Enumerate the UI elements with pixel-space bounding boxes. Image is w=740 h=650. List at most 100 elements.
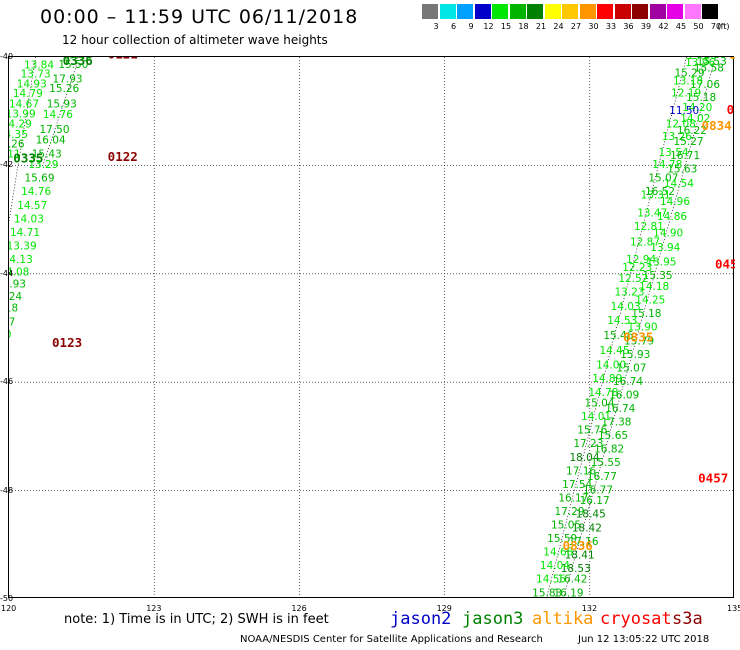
- swh-value-3-21: 17.38: [601, 417, 631, 429]
- swh-value-2-24: 14.96: [660, 196, 690, 208]
- edge-partial-label-0: 08: [729, 57, 735, 62]
- lat-label-3: -46: [0, 377, 14, 387]
- pass-time-label-6: 0835: [623, 330, 653, 345]
- lon-label-0: 120: [1, 604, 17, 613]
- legend-altika: altika: [532, 609, 594, 629]
- swh-value-4-6: 14.68: [543, 547, 573, 559]
- scale-swatch-16: [702, 4, 718, 19]
- swh-value-4-10: 14.55: [536, 574, 566, 586]
- scale-label-10: 33: [605, 22, 617, 31]
- pass-time-label-8: 045: [715, 256, 735, 271]
- scale-label-6: 21: [535, 22, 547, 31]
- scale-label-8: 27: [570, 22, 582, 31]
- pass-time-label-0: 0121: [108, 57, 138, 62]
- swh-value-0-15: 15.26: [9, 139, 25, 151]
- swh-value-2-4: 15.29: [674, 68, 704, 80]
- swh-value-0-2: 15.50: [58, 59, 88, 71]
- swh-value-3-14: 14.89: [592, 373, 622, 385]
- scale-label-13: 42: [658, 22, 669, 31]
- swh-value-2-32: 13.95: [646, 257, 676, 269]
- scale-label-1: 6: [450, 22, 457, 31]
- scale-label-15: 50: [693, 22, 704, 31]
- scale-swatch-12: [632, 4, 648, 19]
- swh-value-2-27: 12.81: [634, 221, 664, 233]
- scale-swatch-1: [439, 4, 456, 19]
- swh-value-3-24: 17.23: [573, 438, 603, 450]
- pass-time-label-3: 0122: [108, 149, 138, 164]
- swh-value-1-3: 14.57: [17, 200, 47, 212]
- swh-value-1-0: 13.29: [28, 159, 58, 171]
- swh-value-1-2: 14.76: [21, 186, 51, 198]
- swh-value-3-22: 15.76: [577, 425, 607, 437]
- swh-value-3-18: 15.04: [584, 398, 614, 410]
- swath-guide-2: [545, 57, 687, 599]
- pass-time-label-9: 0457: [698, 470, 728, 485]
- swh-value-3-19: 16.74: [605, 403, 635, 415]
- scale-label-2: 9: [468, 22, 474, 31]
- scale-label-3: 12: [483, 22, 494, 31]
- swh-value-0-16: 16.04: [36, 135, 66, 147]
- swh-value-2-20: 15.07: [648, 173, 678, 185]
- chart-subtitle: 12 hour collection of altimeter wave hei…: [62, 33, 328, 47]
- swh-value-2-14: 13.26: [662, 131, 692, 143]
- swh-value-0-5: 14.93: [17, 78, 47, 90]
- swh-value-3-8: 15.46: [603, 330, 633, 342]
- swh-value-2-3: 15.58: [694, 63, 724, 75]
- scale-swatch-14: [667, 4, 683, 19]
- swh-value-2-28: 14.90: [653, 227, 683, 239]
- swh-value-0-11: 14.76: [43, 109, 73, 121]
- swh-value-3-28: 17.16: [566, 465, 596, 477]
- swh-value-0-6: 15.26: [49, 83, 79, 95]
- swh-value-3-11: 15.93: [620, 349, 650, 361]
- lat-label-1: -42: [0, 160, 14, 170]
- swh-value-2-21: 14.54: [664, 178, 694, 190]
- lon-label-4: 132: [581, 604, 598, 613]
- swh-value-0-0: 13.84: [24, 59, 54, 71]
- pass-time-label-4: 0123: [52, 335, 82, 350]
- chart-title: 00:00 – 11:59 UTC 06/11/2018: [40, 6, 359, 28]
- swh-value-0-9: 14.67: [9, 98, 39, 110]
- scale-swatch-11: [614, 4, 631, 19]
- swh-value-3-23: 15.65: [598, 430, 628, 442]
- swh-value-0-13: 17.50: [39, 124, 69, 136]
- swh-value-0-7: 14.79: [13, 88, 43, 100]
- scale-swatch-2: [457, 4, 473, 19]
- pass-time-label-1: 0336: [63, 57, 93, 68]
- scale-swatch-3: [474, 4, 491, 19]
- swh-value-2-2: 15.53: [697, 57, 727, 68]
- swh-value-0-14: 14.35: [9, 129, 28, 141]
- swh-value-2-7: 15.18: [686, 92, 716, 104]
- edge-partial-label-1: 0: [727, 102, 735, 117]
- scale-label-7: 24: [553, 22, 564, 31]
- swh-value-2-9: 14.20: [682, 102, 712, 114]
- pass-time-label-7: 0836: [563, 538, 593, 553]
- swh-value-4-8: 14.04: [540, 560, 570, 572]
- scale-swatch-8: [562, 4, 578, 19]
- lon-label-5: 135: [727, 604, 740, 613]
- swh-value-3-33: 16.17: [580, 495, 610, 507]
- scale-swatch-5: [509, 4, 526, 19]
- swh-value-3-6: 14.53: [607, 315, 637, 327]
- swh-value-2-5: 17.06: [690, 79, 720, 91]
- swh-value-3-0: 12.52: [618, 273, 648, 285]
- swh-value-4-2: 15.05: [551, 520, 581, 532]
- swh-value-1-8: 14.08: [9, 266, 29, 278]
- swh-value-2-26: 14.86: [657, 211, 687, 223]
- map-panel: 13.8415.6215.5013.7317.9314.9315.2614.79…: [8, 56, 735, 599]
- swh-value-4-1: 18.42: [572, 522, 602, 534]
- swh-value-2-23: 13.31: [641, 189, 671, 201]
- swh-value-2-11: 14.02: [680, 113, 710, 125]
- pass-time-label-2: 0335: [13, 151, 43, 166]
- swh-value-2-22: 16.52: [645, 186, 675, 198]
- swh-value-1-6: 13.39: [9, 240, 37, 252]
- swh-value-3-4: 14.03: [611, 301, 641, 313]
- swh-value-0-12: 14.29: [9, 118, 32, 130]
- swh-value-2-34: 15.35: [643, 270, 673, 282]
- swh-value-4-9: 16.42: [557, 574, 587, 586]
- scale-swatch-10: [597, 4, 613, 19]
- swh-value-2-15: 15.27: [674, 136, 704, 148]
- lon-label-2: 126: [291, 604, 307, 613]
- swh-value-3-3: 14.25: [635, 295, 665, 307]
- swh-value-1-10: 15.24: [9, 291, 22, 303]
- swh-value-1-1: 15.69: [24, 173, 54, 185]
